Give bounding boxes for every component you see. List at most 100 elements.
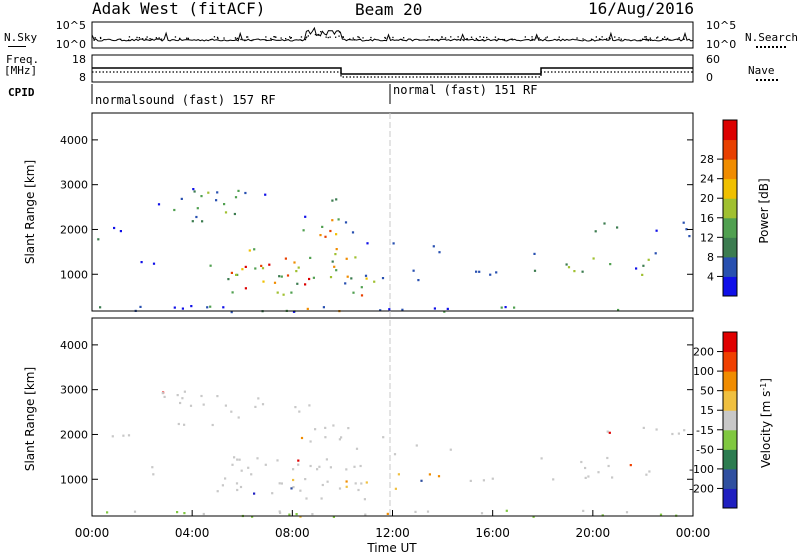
heatmap-cell	[414, 510, 417, 513]
heatmap-cell	[244, 191, 247, 195]
heatmap-cell	[364, 274, 368, 277]
heatmap-cell	[432, 245, 435, 248]
nsearch-label: N.Search	[745, 31, 798, 44]
heatmap-cell	[254, 405, 257, 408]
noise-search-point	[320, 31, 322, 33]
noise-search-point	[120, 38, 122, 40]
noise-search-point	[236, 37, 239, 39]
noise-search-point	[450, 36, 452, 38]
heatmap-cell	[478, 270, 481, 273]
heatmap-cell	[340, 436, 343, 439]
heatmap-cell	[139, 305, 142, 308]
y-tick-label: 1000	[60, 268, 88, 281]
heatmap-cell	[309, 464, 312, 468]
heatmap-cell	[300, 436, 304, 440]
heatmap-cell	[645, 473, 648, 476]
nave-legend-line	[756, 79, 778, 81]
noise-search-point	[235, 38, 237, 40]
heatmap-cell	[237, 416, 240, 419]
noise-search-point	[646, 39, 648, 41]
noise-search-point	[441, 36, 443, 38]
heatmap-cell	[247, 466, 250, 469]
heatmap-cell	[268, 263, 271, 266]
heatmap-cell	[192, 188, 195, 191]
heatmap-cell	[412, 269, 415, 272]
heatmap-cell	[597, 471, 600, 474]
noise-search-point	[329, 36, 331, 38]
heatmap-cell	[338, 487, 342, 490]
noise-search-point	[444, 37, 447, 39]
heatmap-cell	[254, 267, 257, 270]
heatmap-cell	[426, 510, 430, 513]
noise-search-point	[645, 36, 647, 38]
noise-search-point	[614, 36, 616, 38]
noise-search-point	[531, 38, 533, 40]
heatmap-cell	[609, 263, 612, 266]
colorbar-tick-label: 24	[700, 173, 714, 186]
noise-search-point	[93, 39, 95, 41]
heatmap-cell	[617, 308, 620, 312]
y-tick-label: 1000	[60, 473, 88, 486]
heatmap-cell	[176, 394, 179, 397]
heatmap-cell	[495, 271, 498, 274]
velocity-y-ticks: 1000 2000 3000 4000	[60, 339, 693, 486]
heatmap-cell	[365, 481, 368, 484]
heatmap-cell	[347, 427, 350, 430]
heatmap-cell	[393, 453, 397, 456]
noise-search-point	[353, 39, 356, 41]
noise-search-point	[576, 37, 578, 39]
noise-search-point	[275, 36, 277, 38]
noise-search-point	[216, 36, 219, 39]
heatmap-cell	[381, 277, 385, 280]
heatmap-cell	[215, 199, 218, 202]
noise-search-point	[657, 36, 659, 38]
heatmap-cell	[97, 238, 100, 241]
heatmap-cell	[641, 273, 644, 276]
power-y-ticks: 1000 2000 3000 4000	[60, 134, 693, 281]
noise-right-tick-bottom: 10^0	[706, 38, 736, 51]
colorbar-swatch	[723, 237, 737, 258]
power-ylabel: Slant Range [km]	[23, 160, 37, 264]
colorbar-tick-label: -15	[696, 424, 714, 437]
heatmap-cell	[264, 463, 267, 466]
x-tick-label: 20:00	[576, 526, 611, 540]
heatmap-cell	[227, 278, 230, 281]
heatmap-cell	[273, 281, 277, 284]
heatmap-cell	[183, 512, 186, 515]
heatmap-cell	[648, 470, 651, 473]
heatmap-cell	[365, 277, 368, 280]
freq-left-tick-bottom: 8	[79, 71, 86, 84]
colorbar-swatch	[723, 276, 737, 297]
heatmap-cell	[216, 395, 219, 398]
heatmap-cell	[420, 479, 423, 482]
heatmap-cell	[157, 203, 161, 206]
velocity-panel-frame	[91, 317, 694, 517]
noise-search-point	[497, 38, 499, 40]
heatmap-cell	[295, 513, 298, 516]
heatmap-cell	[331, 219, 334, 222]
noise-search-point	[669, 39, 671, 41]
radar-title: Adak West (fitACF)	[92, 0, 266, 18]
colorbar-swatch	[723, 178, 737, 199]
heatmap-cell	[234, 196, 238, 199]
noise-search-point	[401, 38, 403, 41]
noise-search-point	[606, 38, 608, 40]
noise-search-point	[618, 37, 620, 39]
colorbar-tick-label: -100	[689, 463, 714, 476]
noise-search-point	[483, 40, 485, 42]
heatmap-cell	[286, 274, 290, 277]
colorbar-swatch	[723, 217, 737, 238]
heatmap-cell	[216, 191, 219, 194]
heatmap-cell	[244, 287, 247, 290]
noise-search-point	[289, 36, 291, 38]
noise-search-point	[149, 38, 151, 40]
heatmap-cell	[346, 275, 349, 278]
y-tick-label: 2000	[60, 428, 88, 441]
heatmap-cell	[345, 257, 348, 260]
noise-search-point	[531, 36, 533, 38]
heatmap-cell	[295, 270, 298, 273]
heatmap-cell	[382, 436, 385, 439]
velocity-colorbar-label: Velocity [m s-1]	[759, 378, 773, 468]
heatmap-cell	[360, 482, 363, 485]
noise-search-point	[157, 38, 159, 40]
